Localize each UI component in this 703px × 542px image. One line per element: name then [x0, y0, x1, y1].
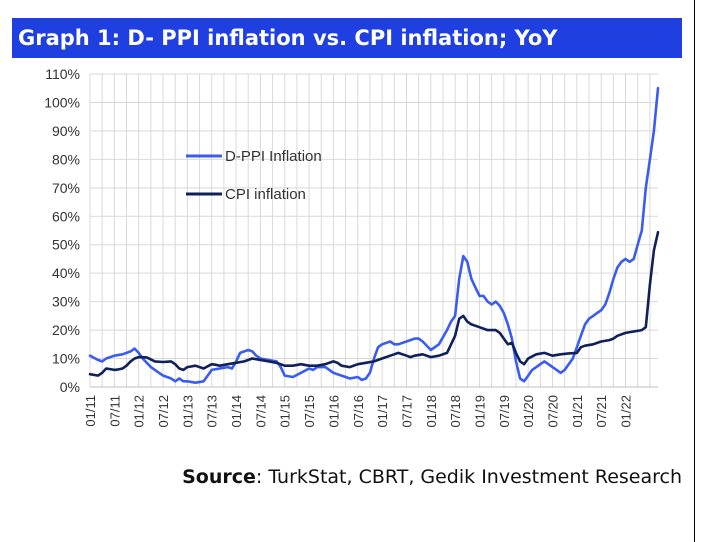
y-tick-label: 70%: [52, 180, 80, 196]
source-note: Source: TurkStat, CBRT, Gedik Investment…: [0, 466, 682, 488]
x-tick-label: 07/18: [448, 395, 463, 428]
x-tick-label: 01/11: [83, 395, 98, 427]
x-tick-label: 01/13: [180, 395, 195, 428]
source-text: : TurkStat, CBRT, Gedik Investment Resea…: [255, 466, 682, 488]
x-tick-label: 01/17: [375, 395, 390, 428]
x-tick-label: 01/15: [278, 395, 293, 428]
x-tick-label: 07/11: [107, 395, 122, 427]
x-tick-label: 01/22: [619, 395, 634, 428]
x-tick-label: 07/12: [156, 395, 171, 428]
x-tick-label: 07/17: [399, 395, 414, 428]
x-tick-label: 01/12: [132, 395, 147, 428]
y-tick-label: 20%: [52, 322, 80, 338]
source-label: Source: [182, 466, 256, 488]
y-axis: 0% 10% 20% 30% 40% 50% 60% 70% 80% 90% 100% 110%: [44, 66, 80, 395]
x-tick-label: 07/16: [351, 395, 366, 428]
chart-title: Graph 1: D- PPI inflation vs. CPI inflat…: [12, 18, 682, 58]
legend-label: CPI inflation: [225, 186, 306, 203]
x-tick-label: 07/21: [594, 395, 609, 428]
x-tick-label: 01/19: [472, 395, 487, 428]
x-tick-label: 01/21: [570, 395, 585, 428]
y-tick-label: 40%: [52, 265, 80, 281]
y-tick-label: 80%: [52, 151, 80, 167]
y-tick-label: 100%: [44, 94, 80, 110]
series-line-d-ppi: [88, 86, 660, 384]
y-tick-label: 60%: [52, 208, 80, 224]
x-tick-label: 07/14: [253, 395, 268, 428]
x-tick-label: 07/20: [546, 395, 561, 428]
legend: D-PPI Inflation CPI inflation: [186, 148, 322, 203]
x-tick-label: 07/19: [497, 395, 512, 428]
y-tick-label: 10%: [52, 351, 80, 367]
y-tick-label: 0%: [60, 379, 80, 395]
series-line-cpi: [88, 230, 660, 377]
x-tick-label: 01/18: [424, 395, 439, 428]
x-tick-label: 07/15: [302, 395, 317, 428]
grid-lines: [89, 73, 658, 387]
x-tick-label: 01/14: [229, 395, 244, 428]
legend-label: D-PPI Inflation: [225, 148, 322, 165]
x-tick-label: 01/20: [521, 395, 536, 428]
line-chart: 0% 10% 20% 30% 40% 50% 60% 70% 80% 90% 100% 110% 01…: [44, 66, 660, 428]
x-axis: 01/11 07/11 01/12 07/12 01/13 07/13 01/14 07/14…: [83, 386, 658, 428]
series-lines: [88, 86, 660, 384]
x-tick-label: 07/13: [205, 395, 220, 428]
y-tick-label: 50%: [52, 237, 80, 253]
frame-border: [694, 0, 695, 542]
y-tick-label: 30%: [52, 294, 80, 310]
y-tick-label: 90%: [52, 123, 80, 139]
y-tick-label: 110%: [45, 66, 80, 82]
x-tick-label: 01/16: [326, 395, 341, 428]
